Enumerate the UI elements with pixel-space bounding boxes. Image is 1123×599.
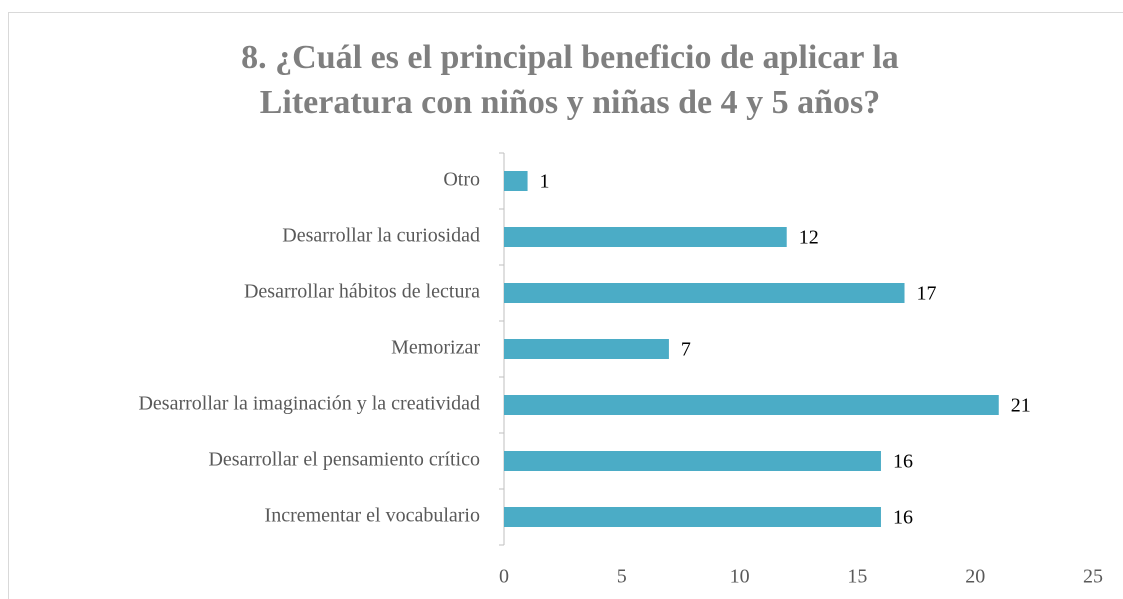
value-label: 7 xyxy=(681,339,691,361)
chart-title: Literatura con niños y niñas de 4 y 5 añ… xyxy=(260,84,881,121)
value-label: 12 xyxy=(799,227,819,249)
y-tick-label: Desarrollar la curiosidad xyxy=(282,225,480,247)
value-label: 16 xyxy=(893,451,913,473)
value-label: 17 xyxy=(917,283,937,305)
chart-border xyxy=(8,12,1123,599)
y-tick-label: Desarrollar hábitos de lectura xyxy=(244,281,480,303)
y-tick-label: Incrementar el vocabulario xyxy=(265,505,480,527)
bar xyxy=(504,171,528,191)
value-label: 16 xyxy=(893,507,913,529)
value-label: 1 xyxy=(540,171,550,193)
bar xyxy=(504,283,905,303)
bar xyxy=(504,227,787,247)
value-label: 21 xyxy=(1011,395,1031,417)
x-tick-label: 20 xyxy=(965,566,985,588)
y-tick-label: Desarrollar el pensamiento crítico xyxy=(208,449,480,471)
y-tick-label: Desarrollar la imaginación y la creativi… xyxy=(138,393,480,415)
bar xyxy=(504,507,881,527)
bar xyxy=(504,395,999,415)
chart-title: 8. ¿Cuál es el principal beneficio de ap… xyxy=(241,39,899,76)
y-tick-label: Otro xyxy=(443,169,480,191)
y-tick-label: Memorizar xyxy=(391,337,480,359)
x-tick-label: 15 xyxy=(847,566,867,588)
bar xyxy=(504,339,669,359)
x-tick-label: 25 xyxy=(1083,566,1103,588)
x-tick-label: 5 xyxy=(617,566,627,588)
x-tick-label: 10 xyxy=(730,566,750,588)
bar xyxy=(504,451,881,471)
x-tick-label: 0 xyxy=(499,566,509,588)
